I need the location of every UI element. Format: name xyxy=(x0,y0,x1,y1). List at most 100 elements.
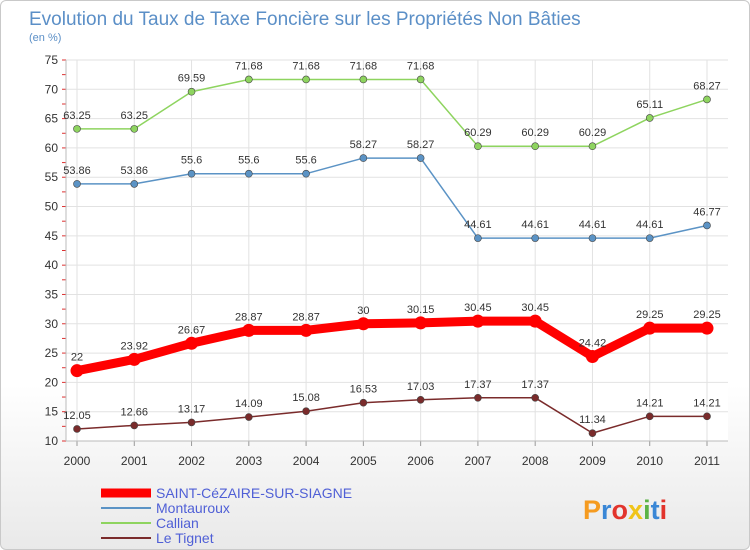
data-label: 15.08 xyxy=(292,392,320,404)
data-label: 55.6 xyxy=(238,155,259,167)
x-tick-label: 2005 xyxy=(350,454,377,468)
data-point xyxy=(187,87,196,96)
y-tick-label: 65 xyxy=(45,112,59,126)
data-label: 16.53 xyxy=(350,384,378,396)
y-tick-label: 50 xyxy=(45,200,59,214)
data-point xyxy=(645,114,654,122)
axes: 10 15 20 25 30 35 40 45 50 55 60 65 70 75 2000 2001 2002… xyxy=(45,53,728,468)
data-label: 65.11 xyxy=(636,99,663,111)
data-label: 60.29 xyxy=(579,127,607,139)
data-point xyxy=(299,323,313,337)
legend: SAINT-CéZAIRE-SUR-SIAGNEMontaurouxCallia… xyxy=(101,485,352,546)
x-tick-label: 2009 xyxy=(579,454,606,468)
chart-title: Evolution du Taux de Taxe Foncière sur l… xyxy=(29,9,581,30)
data-point xyxy=(302,75,310,84)
series-3: 12.05 12.66 13.17 14.09 15.08 16.53 17.03 17.37… xyxy=(63,379,721,437)
data-point xyxy=(645,234,654,242)
data-label: 58.27 xyxy=(407,139,435,151)
data-point xyxy=(127,352,141,366)
series: 53.86 53.86 55.6 55.6 55.6 58.27 58.27 44.61 44.… xyxy=(63,60,721,437)
data-point xyxy=(700,321,714,335)
data-point xyxy=(245,169,253,178)
grid xyxy=(66,59,728,442)
series-1: 53.86 53.86 55.6 55.6 55.6 58.27 58.27 44.61 44.… xyxy=(63,139,721,242)
data-point xyxy=(703,221,711,230)
series-line xyxy=(72,316,712,376)
data-point xyxy=(73,425,81,433)
data-point xyxy=(474,142,482,151)
data-label: 68.27 xyxy=(693,80,721,92)
data-point xyxy=(302,407,310,416)
data-point xyxy=(359,154,368,162)
y-tick-label: 55 xyxy=(45,170,59,184)
data-point xyxy=(531,234,539,242)
data-label: 71.68 xyxy=(407,60,435,72)
y-tick-label: 40 xyxy=(45,258,59,272)
y-tick-label: 30 xyxy=(45,317,59,331)
data-point xyxy=(245,75,253,84)
data-point xyxy=(185,336,199,350)
data-label: 71.68 xyxy=(235,60,263,72)
data-point xyxy=(245,413,253,421)
x-tick-label: 2003 xyxy=(235,454,262,468)
data-label: 17.37 xyxy=(464,379,492,391)
data-point xyxy=(73,180,81,188)
x-tick-label: 2010 xyxy=(636,454,663,468)
data-point xyxy=(585,349,599,363)
data-label: 30 xyxy=(357,305,369,317)
chart-subtitle: (en %) xyxy=(29,32,61,44)
data-label: 11.34 xyxy=(579,414,606,426)
data-point xyxy=(130,180,139,188)
series-2: 63.25 63.25 69.59 71.68 71.68 71.68 71.68 60.29… xyxy=(63,60,721,151)
data-point xyxy=(414,316,428,330)
data-label: 22 xyxy=(71,352,83,364)
y-tick-label: 45 xyxy=(45,229,59,243)
logo-letter: x xyxy=(628,495,643,525)
data-point xyxy=(70,364,84,378)
data-label: 28.87 xyxy=(292,311,320,323)
data-label: 13.17 xyxy=(178,403,206,415)
data-point xyxy=(359,75,368,84)
x-tick-label: 2000 xyxy=(64,454,91,468)
data-label: 23.92 xyxy=(121,340,149,352)
data-label: 29.25 xyxy=(636,309,664,321)
x-tick-label: 2006 xyxy=(407,454,434,468)
data-point xyxy=(73,125,81,133)
data-point xyxy=(474,394,482,402)
data-point xyxy=(531,142,539,151)
logo-letter: i xyxy=(643,495,651,525)
y-tick-label: 75 xyxy=(45,53,59,67)
data-point xyxy=(356,317,370,331)
data-point xyxy=(187,169,196,178)
data-point xyxy=(531,394,539,402)
data-label: 44.61 xyxy=(636,219,664,231)
logo-letter: i xyxy=(660,495,668,525)
data-point xyxy=(242,323,256,337)
data-label: 30.15 xyxy=(407,304,435,316)
data-label: 53.86 xyxy=(63,165,91,177)
data-label: 30.45 xyxy=(464,302,492,314)
data-label: 46.77 xyxy=(693,206,721,218)
y-tick-label: 15 xyxy=(45,405,59,419)
series-line xyxy=(76,157,708,239)
series-0: 22 23.92 26.67 28.87 28.87 30 30.15 30.45 30.45 2… xyxy=(70,302,721,378)
legend-entry: Montauroux xyxy=(156,500,230,516)
data-label: 63.25 xyxy=(121,110,149,122)
data-point xyxy=(588,429,597,437)
logo-letter: o xyxy=(612,495,629,525)
data-label: 63.25 xyxy=(63,110,91,122)
data-point xyxy=(528,314,542,328)
data-label: 12.05 xyxy=(63,410,91,422)
series-line xyxy=(76,397,708,434)
data-label: 55.6 xyxy=(181,155,202,167)
data-label: 44.61 xyxy=(521,219,549,231)
data-label: 14.21 xyxy=(693,397,721,409)
data-label: 53.86 xyxy=(121,165,149,177)
data-label: 69.59 xyxy=(178,73,206,85)
data-label: 17.03 xyxy=(407,381,435,393)
data-label: 71.68 xyxy=(292,60,320,72)
x-tick-label: 2002 xyxy=(178,454,205,468)
data-label: 17.37 xyxy=(521,379,549,391)
